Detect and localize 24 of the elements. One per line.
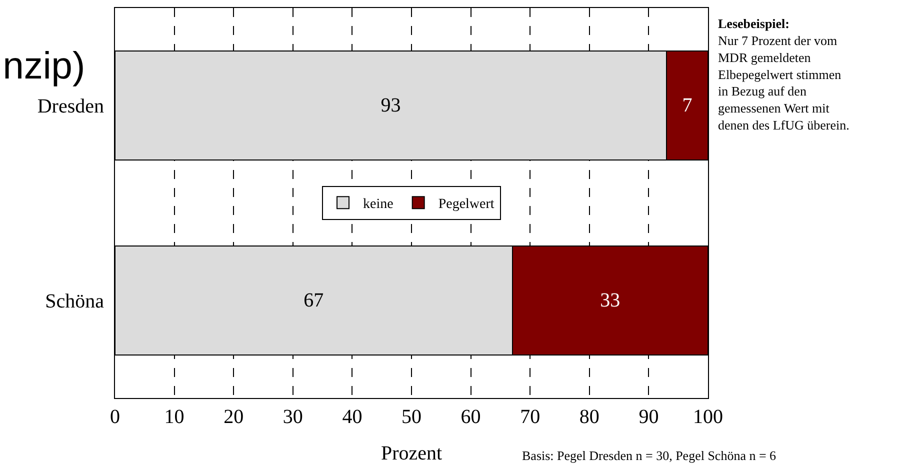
x-tick-label: 90 <box>638 406 659 428</box>
legend-label: Pegelwert <box>438 197 494 212</box>
legend-label: keine <box>363 197 394 212</box>
x-tick-label: 70 <box>520 406 540 428</box>
x-tick-label: 30 <box>282 406 303 428</box>
text: Lesebeispiel: <box>718 16 790 31</box>
x-tick-label: 10 <box>164 406 184 428</box>
x-tick-label: 20 <box>224 406 244 428</box>
x-tick-label: 60 <box>460 406 481 428</box>
y-tick-label: Schöna <box>45 290 104 312</box>
text: Basis: Pegel Dresden n = 30, Pegel Schöna n = 6 <box>522 448 777 463</box>
x-tick-label: 100 <box>693 406 723 428</box>
text: nzip) <box>2 45 86 88</box>
data-label: 7 <box>682 94 692 116</box>
data-label: 33 <box>600 290 620 312</box>
x-axis-title: Prozent <box>380 442 442 464</box>
data-label: 67 <box>304 290 324 312</box>
x-tick-label: 0 <box>110 406 120 428</box>
x-tick-label: 50 <box>402 406 422 428</box>
text: Nur 7 Prozent der vom MDR gemeldeten Elbepegelwert stimmen in Bezug auf den gemessenen Wert mit denen des LfUG überein. <box>718 33 850 132</box>
y-tick-label: Dresden <box>37 96 104 118</box>
x-tick-label: 80 <box>579 406 600 428</box>
x-tick-label: 40 <box>342 406 362 428</box>
data-label: 93 <box>380 94 401 116</box>
